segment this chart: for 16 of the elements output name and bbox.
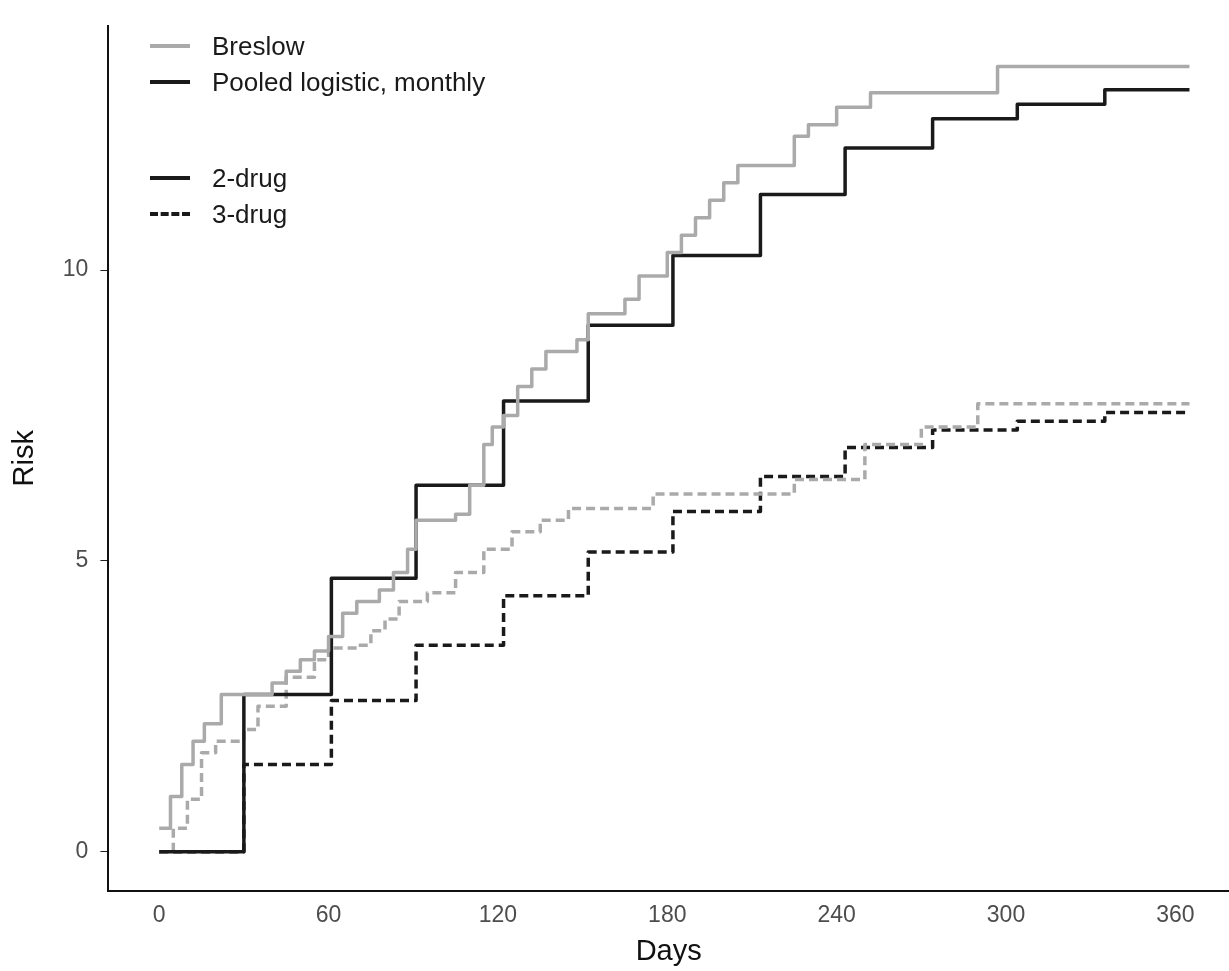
annotation: 3-drug [212,198,288,230]
annotation: 2-drug [212,162,288,194]
x-tick-label: 180 [648,900,687,927]
x-tick-label: 120 [478,900,518,927]
y-tick-label: 10 [62,255,89,282]
legend-label: Breslow [212,30,305,62]
y-tick-label: 0 [75,836,89,863]
legend-label: Pooled logistic, monthly [212,66,486,98]
x-tick-label: 360 [1156,900,1195,927]
y-axis-title: Risk [7,429,40,487]
x-tick-label: 300 [986,900,1026,927]
x-tick-label: 0 [152,900,166,927]
y-tick-label: 5 [75,546,89,573]
x-axis-title: Days [635,933,702,966]
x-tick-label: 240 [817,900,856,927]
x-tick-label: 60 [315,900,342,927]
